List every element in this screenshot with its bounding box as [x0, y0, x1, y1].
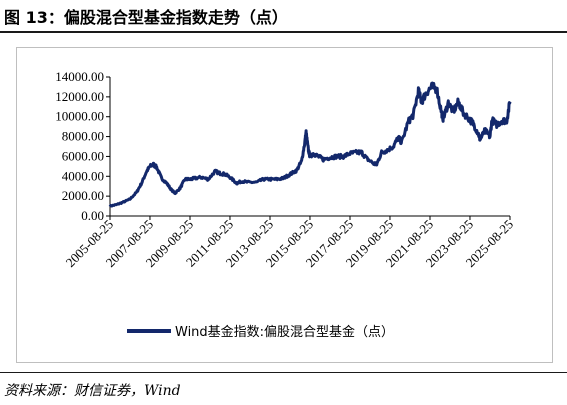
y-tick-label: 2000.00	[62, 188, 104, 203]
series-layer	[108, 81, 512, 208]
series-line	[108, 81, 512, 208]
chart-frame: 0.00 2000.00 4000.00 6000.00 8000.00 10000.00…	[16, 47, 553, 363]
legend: Wind基金指数:偏股混合型基金（点）	[127, 324, 394, 340]
y-tick-label: 6000.00	[62, 148, 104, 163]
figure-title: 图 13：偏股混合型基金指数走势（点）	[4, 8, 288, 27]
x-axis: 2005-08-252007-08-252009-08-252011-08-25…	[63, 215, 516, 270]
line-chart: 0.00 2000.00 4000.00 6000.00 8000.00 10000.00…	[55, 69, 516, 340]
y-tick-label: 14000.00	[55, 69, 104, 84]
y-tick-label: 12000.00	[55, 89, 104, 104]
y-axis: 0.00 2000.00 4000.00 6000.00 8000.00 10000.00…	[55, 69, 111, 223]
figure-header: 图 13：偏股混合型基金指数走势（点）	[0, 0, 567, 30]
bottom-divider	[0, 372, 567, 373]
y-tick-label: 0.00	[81, 208, 104, 223]
legend-label: Wind基金指数:偏股混合型基金（点）	[175, 324, 394, 340]
source-note: 资料来源：财信证券，Wind	[4, 383, 181, 399]
top-divider	[0, 31, 567, 33]
y-tick-label: 8000.00	[62, 129, 104, 144]
y-tick-label: 4000.00	[62, 168, 104, 183]
y-tick-label: 10000.00	[55, 109, 104, 124]
